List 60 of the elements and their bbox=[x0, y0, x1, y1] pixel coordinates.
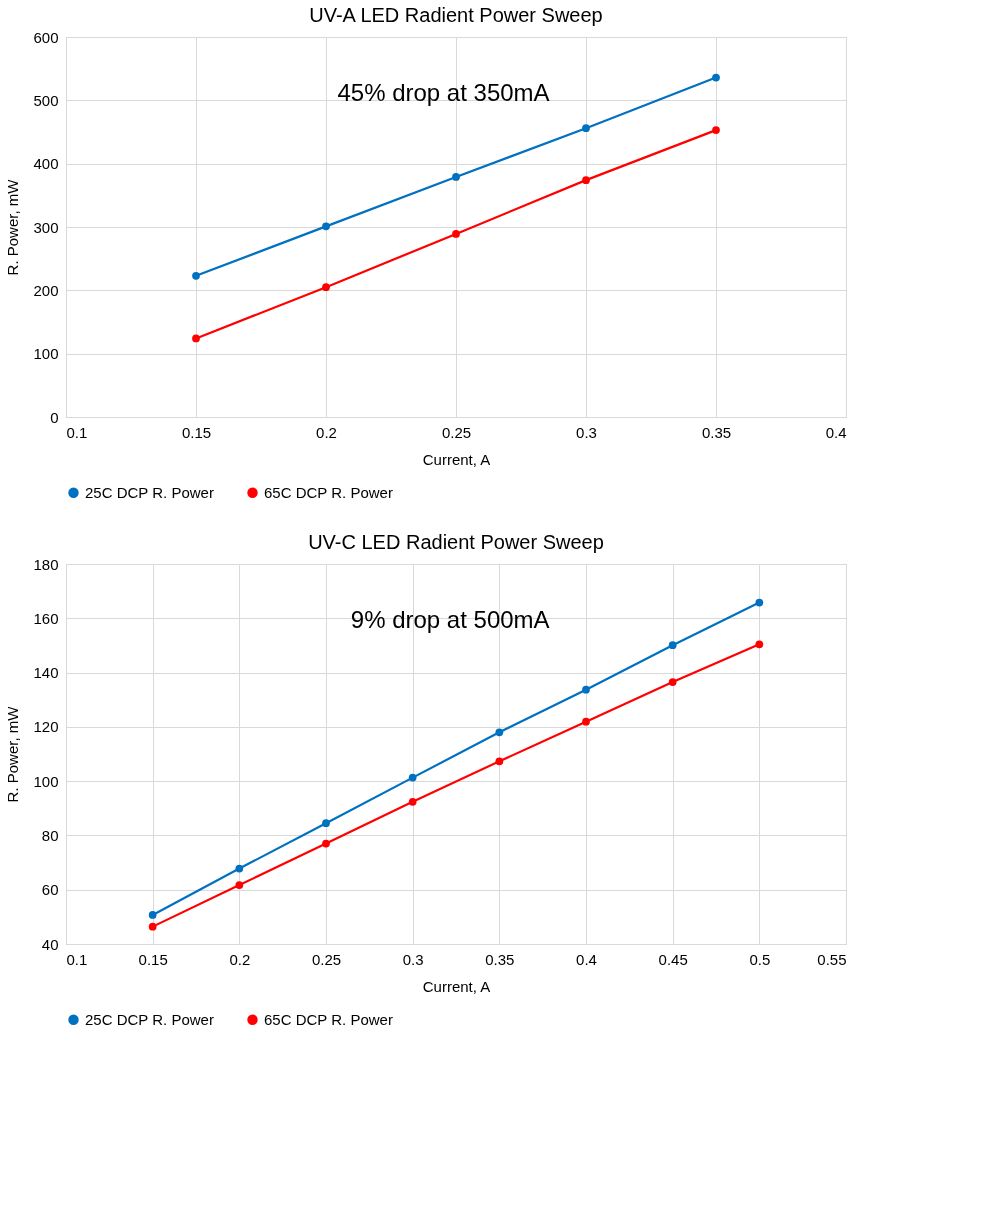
legend-label: 65C DCP R. Power bbox=[264, 1010, 393, 1028]
x-tick-label: 0.1 bbox=[66, 950, 88, 968]
point bbox=[408, 797, 417, 806]
y-tick-label: 140 bbox=[33, 664, 59, 682]
x-tick-label: 0.25 bbox=[311, 950, 342, 968]
point bbox=[582, 717, 590, 726]
x-tick-label: 0.25 bbox=[441, 423, 472, 441]
y-tick-label: 500 bbox=[33, 91, 59, 109]
y-tick-label: 0 bbox=[50, 408, 59, 426]
point bbox=[755, 640, 764, 649]
point bbox=[235, 864, 244, 873]
point bbox=[495, 757, 504, 766]
point bbox=[148, 922, 157, 931]
legend-label: 25C DCP R. Power bbox=[85, 483, 214, 501]
y-tick-label: 400 bbox=[33, 155, 59, 173]
y-tick-label: 60 bbox=[41, 881, 59, 899]
point bbox=[582, 685, 590, 694]
x-tick-label: 0.4 bbox=[825, 423, 847, 441]
x-tick-label: 0.15 bbox=[181, 423, 212, 441]
y-tick-label: 100 bbox=[33, 345, 59, 363]
point bbox=[235, 881, 244, 889]
chart-title: UV-C LED Radient Power Sweep bbox=[308, 531, 604, 553]
point bbox=[322, 819, 330, 828]
y-tick-label: 160 bbox=[33, 609, 59, 627]
x-tick-label: 0.45 bbox=[658, 950, 688, 968]
x-tick-label: 0.35 bbox=[701, 423, 732, 441]
y-tick-label: 180 bbox=[33, 555, 59, 573]
x-tick-label: 0.2 bbox=[316, 423, 337, 441]
point bbox=[148, 911, 157, 919]
annotation: 45% drop at 350mA bbox=[337, 79, 550, 106]
x-axis-title: Current, A bbox=[422, 977, 491, 995]
chart-title: UV-A LED Radient Power Sweep bbox=[309, 4, 603, 26]
point bbox=[668, 641, 677, 650]
x-tick-label: 0.1 bbox=[66, 423, 88, 441]
annotation: 9% drop at 500mA bbox=[350, 606, 550, 633]
x-tick-label: 0.5 bbox=[749, 950, 771, 968]
point bbox=[408, 773, 417, 782]
x-tick-label: 0.4 bbox=[576, 950, 597, 968]
x-tick-label: 0.55 bbox=[817, 950, 847, 968]
y-axis-title: R. Power, mW bbox=[4, 705, 22, 803]
legend-label: 25C DCP R. Power bbox=[85, 1010, 214, 1028]
x-tick-label: 0.3 bbox=[576, 423, 597, 441]
point bbox=[755, 598, 764, 607]
x-tick-label: 0.35 bbox=[485, 950, 515, 968]
y-tick-label: 40 bbox=[41, 935, 59, 953]
y-tick-label: 120 bbox=[33, 718, 59, 736]
legend-label: 65C DCP R. Power bbox=[264, 483, 393, 501]
point bbox=[322, 839, 330, 848]
x-axis-title: Current, A bbox=[422, 450, 491, 468]
y-tick-label: 80 bbox=[41, 826, 59, 844]
y-axis-title: R. Power, mW bbox=[4, 178, 22, 276]
x-tick-label: 0.15 bbox=[138, 950, 168, 968]
x-tick-label: 0.2 bbox=[229, 950, 251, 968]
y-tick-label: 600 bbox=[33, 28, 59, 46]
point bbox=[668, 678, 677, 686]
y-tick-label: 300 bbox=[33, 218, 59, 236]
y-tick-label: 200 bbox=[33, 281, 59, 299]
y-tick-label: 100 bbox=[33, 772, 59, 790]
point bbox=[495, 728, 504, 737]
x-tick-label: 0.3 bbox=[402, 950, 424, 968]
